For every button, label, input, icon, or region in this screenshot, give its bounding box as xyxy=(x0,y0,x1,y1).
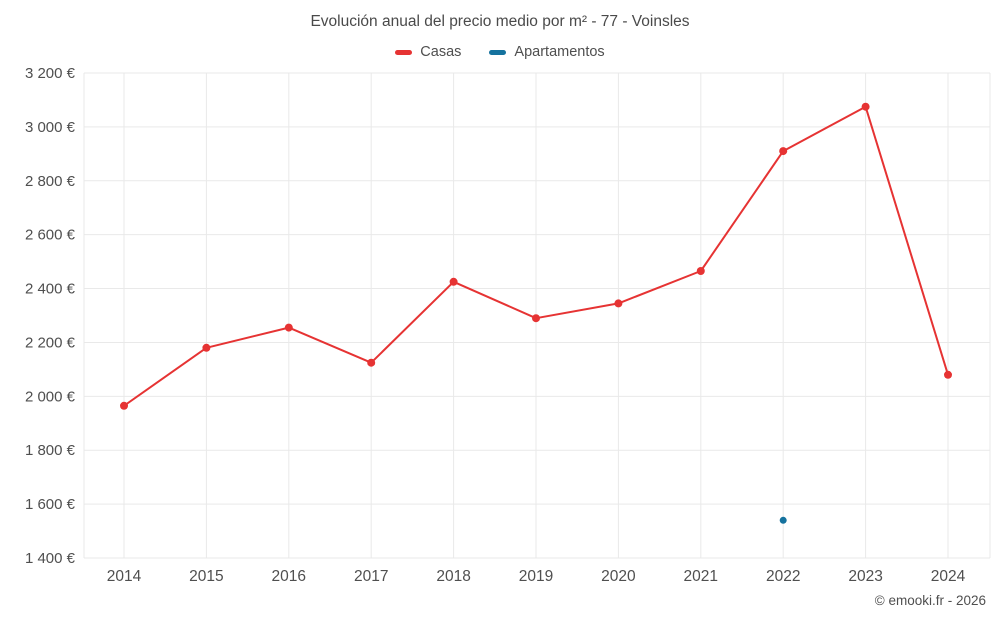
x-axis-tick-label: 2020 xyxy=(601,568,636,585)
casas-data-point[interactable] xyxy=(284,323,293,332)
casas-data-point[interactable] xyxy=(202,343,211,352)
casas-data-point[interactable] xyxy=(779,147,788,156)
casas-data-point[interactable] xyxy=(696,267,705,275)
casas-legend-label: Casas xyxy=(420,44,462,60)
legend-item-apartamentos[interactable]: Apartamentos xyxy=(489,44,605,60)
y-axis-tick-label: 2 000 € xyxy=(25,388,76,405)
legend: Casas Apartamentos xyxy=(0,44,1000,60)
y-axis-tick-label: 3 000 € xyxy=(25,119,76,136)
apartamentos-legend-marker xyxy=(489,49,507,55)
x-axis-tick-label: 2018 xyxy=(436,568,470,585)
y-axis-tick-label: 3 200 € xyxy=(25,65,76,82)
x-axis-tick-label: 2022 xyxy=(766,568,800,585)
y-axis-tick-label: 2 800 € xyxy=(25,173,76,190)
x-axis-tick-label: 2014 xyxy=(107,568,142,585)
x-axis-tick-label: 2016 xyxy=(272,568,306,585)
y-axis-tick-label: 2 600 € xyxy=(25,227,76,244)
y-axis-tick-label: 2 200 € xyxy=(25,334,76,351)
casas-data-point[interactable] xyxy=(367,358,376,367)
x-axis-tick-label: 2024 xyxy=(931,568,966,585)
y-axis-tick-label: 1 600 € xyxy=(25,496,76,513)
y-axis-tick-label: 2 400 € xyxy=(25,281,76,298)
copyright: © emooki.fr - 2026 xyxy=(874,593,986,608)
casas-data-point[interactable] xyxy=(614,299,623,308)
x-axis-tick-label: 2017 xyxy=(354,568,388,585)
chart-title: Evolución anual del precio medio por m² … xyxy=(310,13,690,30)
casas-legend-marker xyxy=(395,49,413,55)
y-axis-tick-label: 1 800 € xyxy=(25,442,76,459)
apartamentos-legend-label: Apartamentos xyxy=(514,44,605,60)
y-axis-tick-label: 1 400 € xyxy=(25,550,76,567)
legend-item-casas[interactable]: Casas xyxy=(395,44,461,60)
casas-data-point[interactable] xyxy=(861,102,870,111)
casas-data-point[interactable] xyxy=(120,401,128,410)
x-axis-tick-label: 2019 xyxy=(519,568,553,585)
casas-data-point[interactable] xyxy=(532,314,540,323)
x-axis-tick-label: 2021 xyxy=(684,568,718,585)
casas-data-point[interactable] xyxy=(944,370,952,379)
apartamentos-data-point[interactable] xyxy=(779,516,787,524)
x-axis-tick-label: 2023 xyxy=(848,568,882,585)
x-axis-tick-label: 2015 xyxy=(189,568,223,585)
casas-data-point[interactable] xyxy=(449,277,458,286)
